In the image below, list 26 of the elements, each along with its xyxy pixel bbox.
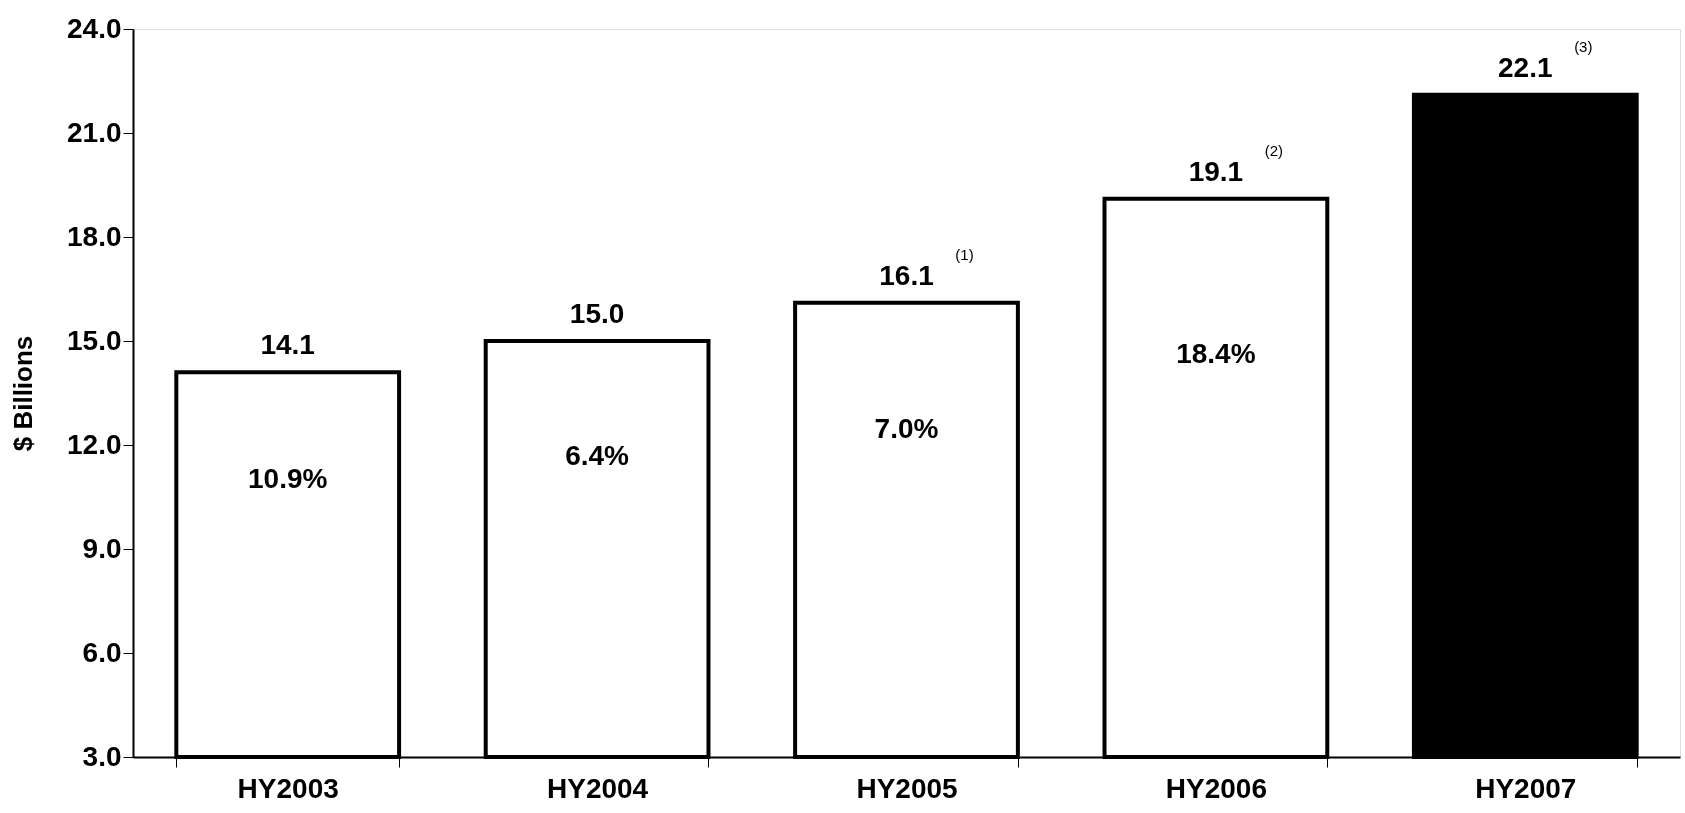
y-tick-label: 24.0 [67, 12, 122, 44]
y-tick-label: 9.0 [82, 532, 122, 564]
y-tick-label: 3.0 [82, 740, 122, 772]
y-axis-title: $ Billions [8, 335, 38, 452]
y-tick-label: 6.0 [82, 636, 122, 668]
data-label: 19.1 [1188, 155, 1244, 187]
y-tick-label: 12.0 [67, 428, 122, 460]
x-tick-label: HY2005 [856, 772, 958, 804]
x-tick-label: HY2004 [547, 772, 649, 804]
annotation: 7.0% [874, 413, 939, 445]
annotation: 10.9% [248, 462, 328, 494]
annotation: (1) [955, 245, 974, 263]
data-label: 14.1 [260, 329, 315, 361]
annotation: 6.4% [565, 440, 630, 472]
y-tick-label: 21.0 [67, 116, 122, 148]
annotation: 18.4% [1176, 338, 1256, 370]
x-tick-label: HY2006 [1165, 772, 1267, 804]
annotation: (2) [1264, 141, 1284, 159]
data-label: 22.1 [1498, 51, 1553, 83]
data-label: 15.0 [569, 298, 625, 329]
y-tick-label: 15.0 [67, 324, 122, 356]
x-tick-label: HY2007 [1475, 772, 1577, 804]
annotation: (3) [1574, 37, 1593, 55]
x-tick-label: HY2003 [237, 772, 339, 804]
y-tick-label: 18.0 [67, 220, 122, 252]
data-label: 16.1 [879, 259, 934, 291]
